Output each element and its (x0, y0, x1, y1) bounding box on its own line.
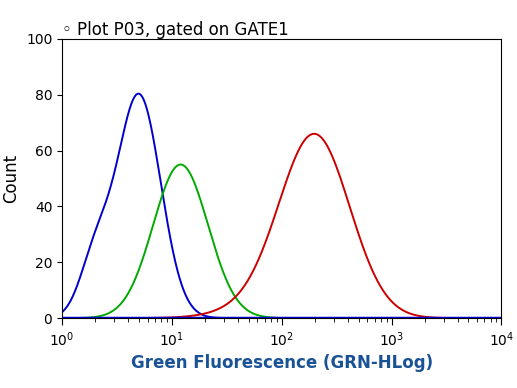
Y-axis label: Count: Count (3, 154, 20, 203)
X-axis label: Green Fluorescence (GRN-HLog): Green Fluorescence (GRN-HLog) (131, 354, 433, 372)
Text: ◦ Plot P03, gated on GATE1: ◦ Plot P03, gated on GATE1 (62, 21, 289, 39)
